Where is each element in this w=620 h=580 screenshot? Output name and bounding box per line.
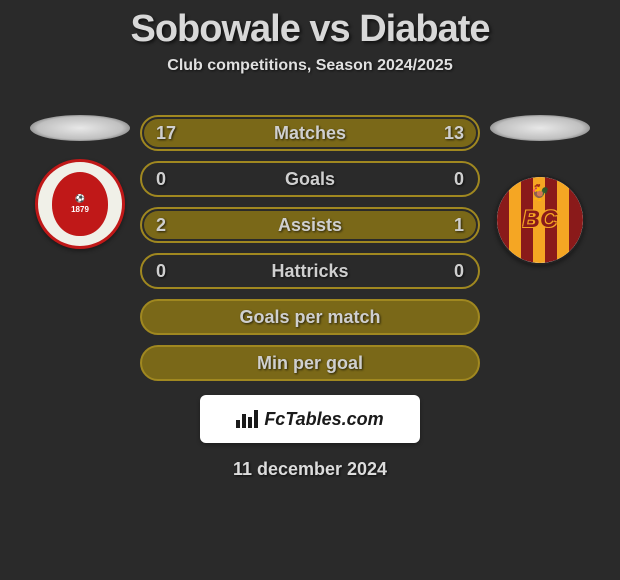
stat-row: 0 Goals 0 [140, 161, 480, 197]
player-left-column: ⚽ 1879 [20, 115, 140, 249]
bar-chart-icon [236, 410, 258, 428]
stat-value-left: 0 [156, 169, 166, 190]
stat-label: Hattricks [271, 261, 348, 282]
club-initials: BC [523, 206, 558, 234]
stat-value-right: 13 [444, 123, 464, 144]
stat-row: 0 Hattricks 0 [140, 253, 480, 289]
club-crest-left: ⚽ 1879 [52, 172, 108, 236]
subtitle: Club competitions, Season 2024/2025 [167, 57, 452, 75]
stat-row: Min per goal [140, 345, 480, 381]
stat-value-right: 0 [454, 261, 464, 282]
stat-row: Goals per match [140, 299, 480, 335]
page-title: Sobowale vs Diabate [130, 8, 489, 51]
player-right-column: 🐓 BC [480, 115, 600, 265]
player-left-badge: ⚽ 1879 [35, 159, 125, 249]
stat-row: 2 Assists 1 [140, 207, 480, 243]
stat-value-left: 2 [156, 215, 166, 236]
club-year: 1879 [71, 205, 89, 214]
player-right-badge: 🐓 BC [495, 175, 585, 265]
stat-label: Goals per match [239, 307, 380, 328]
stat-label: Min per goal [257, 353, 363, 374]
stat-label: Goals [285, 169, 335, 190]
branding-text: FcTables.com [264, 409, 383, 430]
stat-value-right: 0 [454, 169, 464, 190]
player-right-shadow [490, 115, 590, 141]
stats-column: 17 Matches 13 0 Goals 0 2 Assists 1 0 Hattricks 0 Go… [140, 115, 480, 381]
stat-value-left: 17 [156, 123, 176, 144]
content-row: ⚽ 1879 17 Matches 13 0 Goals 0 2 Assists 1 0 Hattr… [0, 115, 620, 381]
stat-row: 17 Matches 13 [140, 115, 480, 151]
date-text: 11 december 2024 [233, 459, 387, 480]
stat-label: Assists [278, 215, 342, 236]
stat-value-left: 0 [156, 261, 166, 282]
stat-label: Matches [274, 123, 346, 144]
comparison-card: Sobowale vs Diabate Club competitions, S… [0, 0, 620, 480]
player-left-shadow [30, 115, 130, 141]
crest-icon: ⚽ [75, 194, 85, 203]
rooster-icon: 🐓 [530, 183, 550, 203]
stat-value-right: 1 [454, 215, 464, 236]
branding-box[interactable]: FcTables.com [200, 395, 420, 443]
